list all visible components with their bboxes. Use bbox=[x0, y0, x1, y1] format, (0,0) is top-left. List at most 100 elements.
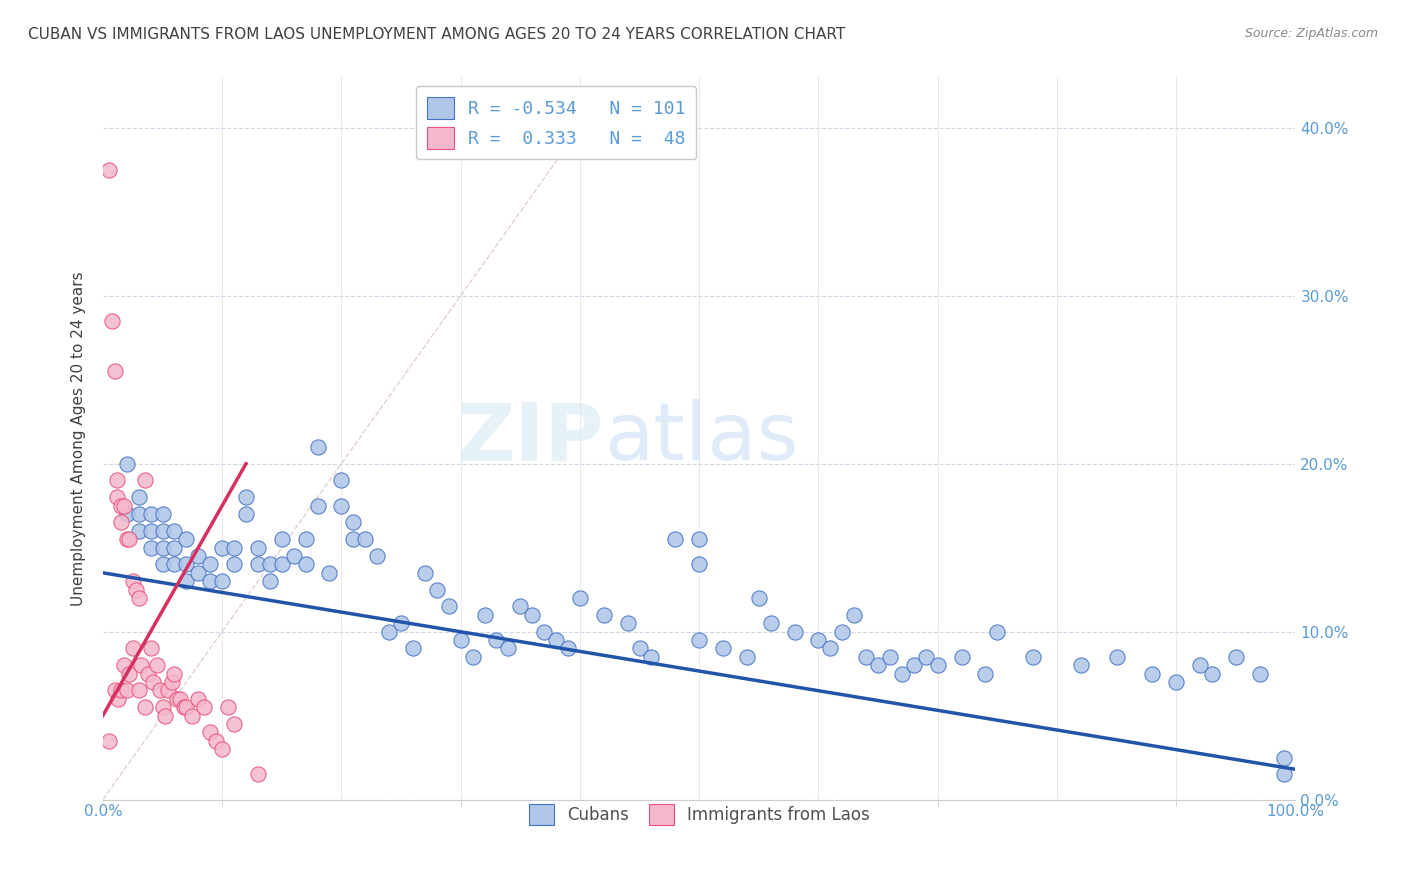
Point bbox=[330, 474, 353, 488]
Point bbox=[160, 675, 183, 690]
Point bbox=[200, 558, 222, 572]
Point bbox=[163, 524, 186, 538]
Point bbox=[128, 524, 150, 538]
Point bbox=[222, 717, 245, 731]
Point bbox=[1022, 649, 1045, 664]
Point bbox=[152, 541, 174, 555]
Point bbox=[342, 516, 364, 530]
Point bbox=[474, 607, 496, 622]
Point bbox=[166, 691, 188, 706]
Y-axis label: Unemployment Among Ages 20 to 24 years: Unemployment Among Ages 20 to 24 years bbox=[72, 271, 86, 606]
Point bbox=[366, 549, 388, 563]
Point bbox=[152, 558, 174, 572]
Point bbox=[152, 700, 174, 714]
Point bbox=[402, 641, 425, 656]
Point bbox=[187, 691, 209, 706]
Point bbox=[163, 558, 186, 572]
Point bbox=[211, 541, 233, 555]
Point bbox=[107, 691, 129, 706]
Point bbox=[115, 683, 138, 698]
Point bbox=[97, 162, 120, 177]
Point bbox=[890, 666, 912, 681]
Point bbox=[783, 624, 806, 639]
Point bbox=[950, 649, 973, 664]
Point bbox=[413, 566, 436, 580]
Point bbox=[110, 499, 132, 513]
Point bbox=[1201, 666, 1223, 681]
Point bbox=[193, 700, 215, 714]
Point bbox=[426, 582, 449, 597]
Point bbox=[330, 499, 353, 513]
Point bbox=[831, 624, 853, 639]
Point bbox=[128, 490, 150, 504]
Text: atlas: atlas bbox=[603, 400, 799, 477]
Point bbox=[246, 558, 269, 572]
Point bbox=[128, 591, 150, 605]
Point bbox=[149, 683, 172, 698]
Point bbox=[187, 549, 209, 563]
Point bbox=[522, 607, 544, 622]
Point bbox=[1249, 666, 1271, 681]
Point bbox=[134, 700, 156, 714]
Point bbox=[974, 666, 997, 681]
Point bbox=[176, 574, 198, 589]
Point bbox=[354, 533, 377, 547]
Point bbox=[217, 700, 239, 714]
Point bbox=[139, 541, 162, 555]
Point bbox=[157, 683, 180, 698]
Point bbox=[163, 541, 186, 555]
Point bbox=[546, 632, 568, 647]
Point bbox=[688, 632, 710, 647]
Point bbox=[112, 499, 135, 513]
Point bbox=[163, 666, 186, 681]
Point bbox=[187, 566, 209, 580]
Point bbox=[200, 574, 222, 589]
Point bbox=[153, 708, 176, 723]
Point bbox=[450, 632, 472, 647]
Point bbox=[222, 541, 245, 555]
Point bbox=[139, 507, 162, 521]
Point bbox=[118, 666, 141, 681]
Point bbox=[259, 574, 281, 589]
Point bbox=[152, 507, 174, 521]
Point bbox=[235, 507, 257, 521]
Point bbox=[246, 767, 269, 781]
Point bbox=[628, 641, 651, 656]
Point bbox=[294, 533, 316, 547]
Point bbox=[145, 658, 167, 673]
Point bbox=[498, 641, 520, 656]
Point bbox=[235, 490, 257, 504]
Point bbox=[121, 641, 143, 656]
Point bbox=[568, 591, 591, 605]
Point bbox=[139, 524, 162, 538]
Point bbox=[1189, 658, 1212, 673]
Point bbox=[688, 533, 710, 547]
Point bbox=[173, 700, 195, 714]
Point bbox=[807, 632, 830, 647]
Point bbox=[748, 591, 770, 605]
Point bbox=[200, 725, 222, 739]
Point bbox=[142, 675, 165, 690]
Point bbox=[914, 649, 936, 664]
Point bbox=[152, 524, 174, 538]
Point bbox=[1166, 675, 1188, 690]
Point bbox=[101, 314, 124, 328]
Point bbox=[307, 499, 329, 513]
Point bbox=[169, 691, 191, 706]
Point bbox=[986, 624, 1008, 639]
Point bbox=[735, 649, 758, 664]
Point bbox=[711, 641, 734, 656]
Point bbox=[1225, 649, 1247, 664]
Point bbox=[128, 507, 150, 521]
Point bbox=[97, 733, 120, 747]
Point bbox=[879, 649, 901, 664]
Point bbox=[437, 599, 460, 614]
Point bbox=[110, 683, 132, 698]
Point bbox=[868, 658, 890, 673]
Point bbox=[129, 658, 152, 673]
Point bbox=[688, 558, 710, 572]
Point bbox=[121, 574, 143, 589]
Point bbox=[246, 541, 269, 555]
Point bbox=[389, 616, 412, 631]
Point bbox=[104, 683, 127, 698]
